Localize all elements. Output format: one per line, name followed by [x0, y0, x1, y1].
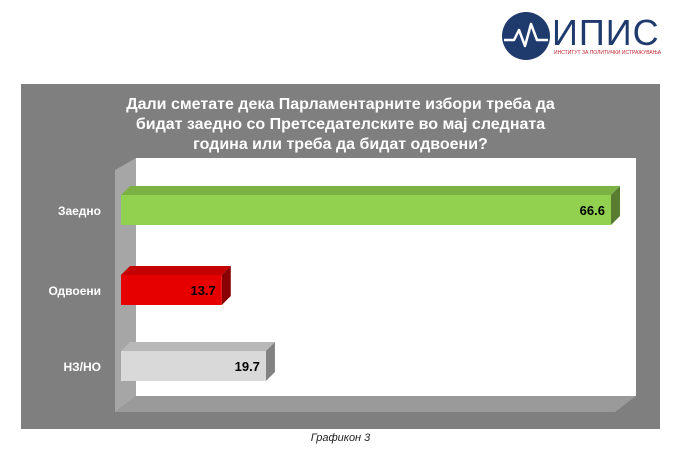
- chart-title: Дали сметате дека Парламентарните избори…: [21, 95, 660, 155]
- chart-title-line: бидат заедно со Претседателските во мај …: [135, 116, 546, 133]
- bar-value-label: 66.6: [580, 203, 605, 218]
- ipis-logo: [502, 12, 550, 60]
- bar-side: [221, 266, 231, 305]
- bar-top: [121, 266, 231, 275]
- category-label: НЗ/НО: [63, 360, 101, 374]
- chart-title-line: година или треба да бидат одвоени?: [193, 136, 488, 153]
- bar: [121, 275, 222, 305]
- bar-side: [610, 186, 620, 225]
- logo-name: ИПИС: [552, 12, 660, 53]
- bar: [121, 351, 266, 381]
- bar-side: [265, 342, 275, 381]
- bar: [121, 195, 611, 225]
- chart-title-line: Дали сметате дека Парламентарните избори…: [126, 96, 555, 113]
- logo-subtitle: ИНСТИТУТ ЗА ПОЛИТИЧКИ ИСТРАЖУВАЊА: [554, 50, 662, 56]
- category-label: Одвоени: [49, 284, 102, 298]
- bar-value-label: 13.7: [190, 283, 215, 298]
- bars-group: 66.6 13.7 19.7: [121, 186, 620, 381]
- chart-caption: Графикон 3: [310, 432, 371, 444]
- category-label: Заедно: [58, 204, 101, 218]
- plot-floor: [115, 396, 636, 412]
- bar-value-label: 19.7: [235, 359, 260, 374]
- category-labels: Заедно Одвоени НЗ/НО: [49, 204, 102, 374]
- bar-top: [121, 186, 620, 195]
- bar-top: [121, 342, 275, 351]
